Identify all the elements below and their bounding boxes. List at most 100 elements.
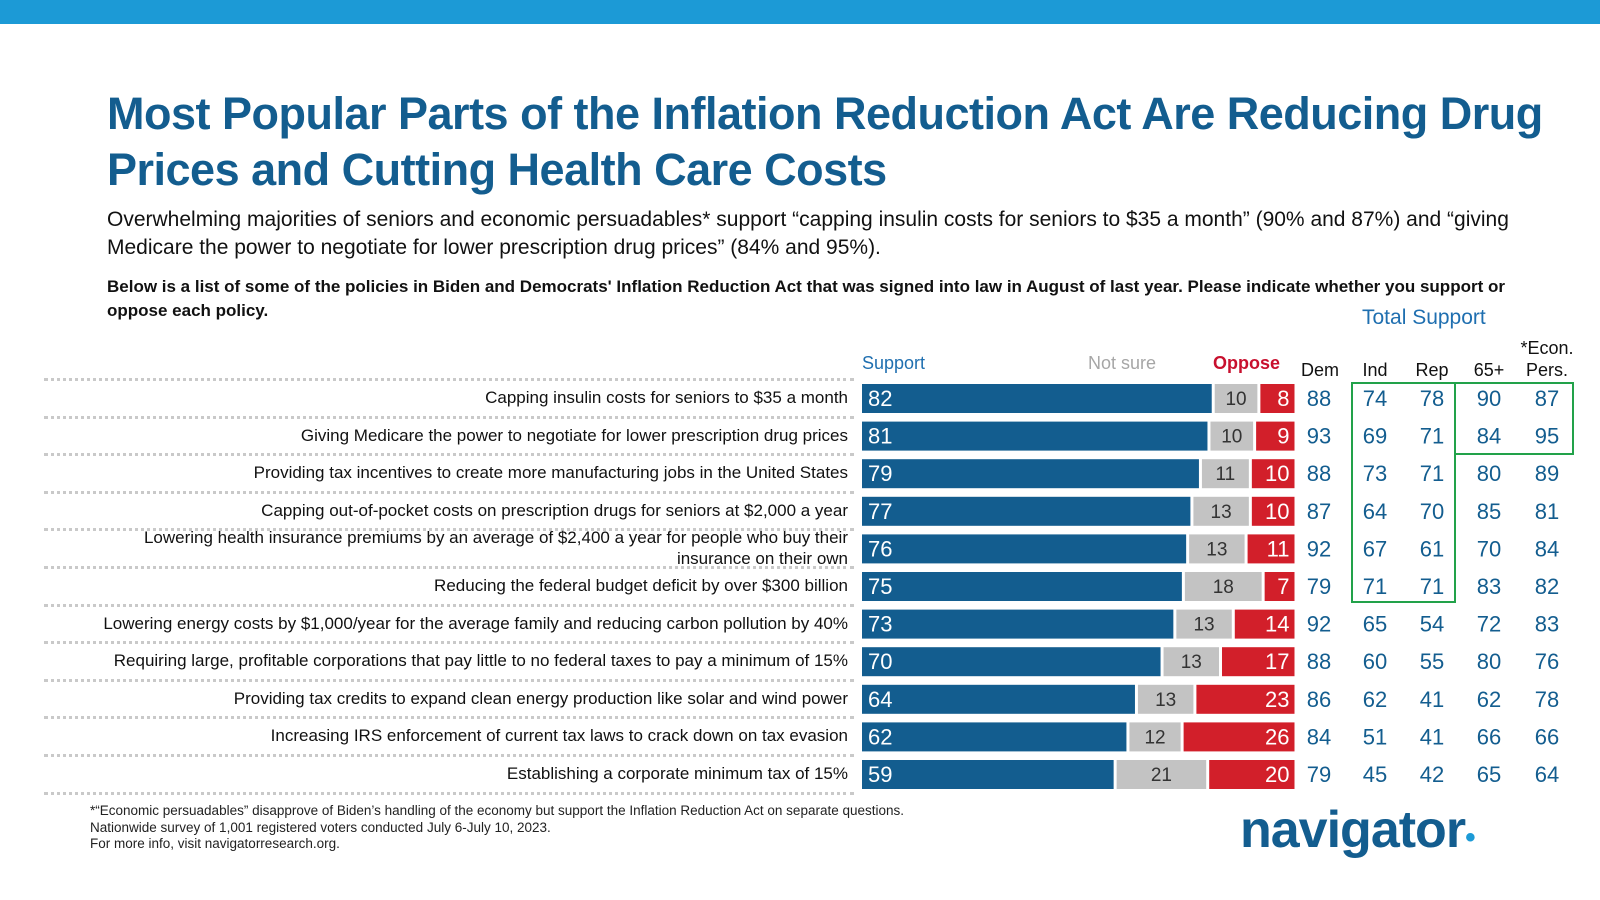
subgroup-value-econ-pers: 83 (1535, 612, 1559, 637)
footnote-line-3: For more info, visit navigatorresearch.o… (90, 836, 340, 851)
oppose-value-label: 20 (1265, 762, 1289, 787)
not-sure-value-label: 13 (1206, 539, 1227, 560)
subgroup-value-ind: 64 (1363, 499, 1387, 524)
subgroup-value-65plus: 80 (1477, 461, 1501, 486)
page-subtitle: Overwhelming majorities of seniors and e… (107, 208, 1509, 259)
column-header-65plus: 65+ (1473, 360, 1505, 380)
row-separator (44, 791, 854, 795)
row-separator (44, 716, 854, 720)
column-header-dem: Dem (1300, 360, 1339, 380)
not-sure-value-label: 10 (1221, 427, 1242, 448)
support-bar (862, 572, 1182, 601)
subgroup-value-rep: 70 (1420, 499, 1444, 524)
subgroup-value-ind: 67 (1363, 536, 1387, 561)
subgroup-value-ind: 65 (1363, 612, 1387, 637)
row-separator (44, 378, 854, 381)
policy-label-line: Establishing a corporate minimum tax of … (506, 764, 848, 783)
oppose-bar (1264, 572, 1295, 601)
subgroup-value-ind: 62 (1363, 687, 1387, 712)
subgroup-value-econ-pers: 66 (1535, 724, 1559, 749)
policy-label-line: Providing tax credits to expand clean en… (233, 688, 848, 708)
row-separator (44, 641, 854, 645)
not-sure-bar (1137, 684, 1194, 714)
highlight-box-seniors-econ (1454, 382, 1574, 455)
oppose-bar (1247, 534, 1295, 564)
oppose-bar (1234, 609, 1295, 639)
not-sure-value-label: 12 (1144, 727, 1165, 748)
footnote-line-2: Nationwide survey of 1,001 registered vo… (90, 819, 551, 835)
row-separator (44, 453, 854, 457)
row-separator (44, 566, 854, 569)
support-value-label: 62 (868, 724, 892, 749)
policy-label-line: Reducing the federal budget deficit by o… (434, 576, 848, 595)
subgroup-value-ind: 73 (1363, 461, 1387, 486)
support-value-label: 64 (868, 687, 892, 712)
not-sure-bar (1201, 459, 1249, 489)
row-separator (44, 754, 854, 757)
navigator-logo: navigator• (1240, 800, 1476, 860)
subgroup-value-dem: 93 (1307, 424, 1331, 449)
legend-not-sure: Not sure (1088, 353, 1157, 373)
subgroup-value-ind: 71 (1363, 574, 1387, 599)
row-separator (44, 603, 854, 607)
logo-dot: • (1465, 821, 1475, 854)
not-sure-value-label: 18 (1213, 577, 1234, 598)
oppose-bar (1196, 684, 1295, 714)
support-value-label: 75 (868, 574, 892, 599)
support-value-label: 81 (868, 424, 892, 449)
subgroup-value-rep: 41 (1420, 687, 1444, 712)
not-sure-bar (1189, 534, 1245, 564)
not-sure-bar (1176, 609, 1232, 639)
subgroup-value-65plus: 83 (1477, 574, 1501, 599)
oppose-bar (1260, 384, 1295, 413)
oppose-value-label: 7 (1277, 574, 1289, 599)
subgroup-value-dem: 86 (1307, 687, 1331, 712)
policy-label: Providing tax incentives to create more … (28, 462, 848, 483)
highlight-box-ind-rep (1351, 382, 1456, 603)
support-value-label: 73 (868, 612, 892, 637)
support-bar (862, 459, 1199, 489)
support-bar (862, 609, 1174, 639)
row-separator (44, 490, 854, 494)
subgroup-value-dem: 88 (1307, 649, 1331, 674)
column-header-econ-pers: *Econ. Pers. (1512, 337, 1582, 381)
subgroup-value-rep: 41 (1420, 724, 1444, 749)
policy-label: Reducing the federal budget deficit by o… (28, 575, 848, 596)
support-bar (862, 534, 1187, 564)
policy-label-line: Lowering health insurance premiums by an… (143, 527, 848, 547)
support-value-label: 77 (868, 499, 892, 524)
subgroup-value-ind: 51 (1363, 724, 1387, 749)
policy-label-line: Giving Medicare the power to negotiate f… (300, 425, 848, 445)
not-sure-value-label: 10 (1225, 389, 1246, 410)
subgroup-value-rep: 71 (1420, 574, 1444, 599)
policy-label: Capping out-of-pocket costs on prescript… (28, 500, 848, 521)
policy-label-line: Lowering energy costs by $1,000/year for… (103, 613, 848, 633)
policy-label-line: Capping out-of-pocket costs on prescript… (261, 500, 848, 520)
legend-support: Support (862, 353, 926, 373)
subgroup-value-65plus: 65 (1477, 762, 1501, 787)
column-header-ind: Ind (1362, 360, 1388, 380)
oppose-value-label: 14 (1265, 612, 1289, 637)
oppose-bar (1221, 647, 1295, 677)
subgroup-value-65plus: 66 (1477, 724, 1501, 749)
not-sure-value-label: 13 (1181, 652, 1202, 673)
oppose-value-label: 10 (1265, 499, 1289, 524)
support-value-label: 82 (868, 386, 892, 411)
oppose-bar (1256, 421, 1295, 451)
support-bar (862, 760, 1114, 789)
subgroup-value-65plus: 62 (1477, 687, 1501, 712)
not-sure-value-label: 13 (1155, 690, 1176, 711)
footnote: *“Economic persuadables” disapprove of B… (90, 803, 1090, 853)
column-header-econ-line2: Pers. (1525, 360, 1568, 380)
support-bar (862, 684, 1135, 714)
subgroup-value-rep: 61 (1420, 536, 1444, 561)
not-sure-bar (1210, 421, 1254, 451)
not-sure-bar (1163, 647, 1219, 677)
support-value-label: 76 (868, 536, 892, 561)
column-header-econ-line1: *Econ. (1520, 338, 1574, 358)
top-accent-bar (0, 0, 1600, 24)
not-sure-value-label: 11 (1216, 464, 1236, 485)
policy-label: Requiring large, profitable corporations… (28, 650, 848, 671)
not-sure-bar (1193, 496, 1249, 526)
